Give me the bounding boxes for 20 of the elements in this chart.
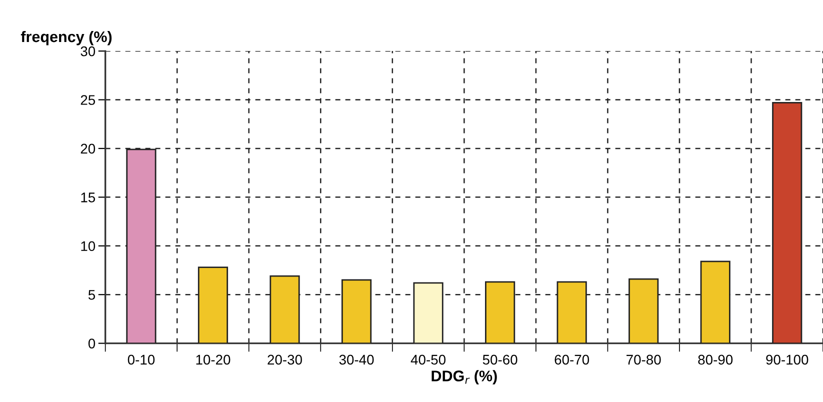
x-tick-label: 40-50	[410, 354, 446, 365]
y-tick-label: 5	[88, 290, 96, 300]
x-tick-label: 80-90	[698, 354, 733, 365]
y-tick-label: 10	[81, 241, 96, 252]
x-tick-label: 20-30	[268, 354, 302, 365]
y-tick-label: 30	[80, 46, 96, 56]
x-tick-label: 30-40	[339, 354, 374, 365]
y-tick-label: 25	[80, 95, 96, 105]
y-tick-label: 0	[88, 338, 96, 348]
y-tick-label: 15	[81, 192, 96, 202]
x-tick-label: 10-20	[196, 354, 230, 365]
bar	[413, 282, 444, 344]
x-tick-label: 50-60	[482, 354, 518, 365]
y-axis-title: freqency (%)	[20, 30, 112, 46]
x-tick-label: 90-100	[766, 354, 808, 365]
x-axis-title: DDG$_{r}$ (%)	[432, 370, 497, 384]
x-tick-label: 60-70	[554, 354, 590, 365]
x-tick-label: 0-10	[128, 354, 155, 365]
x-tick-label: 70-80	[626, 354, 661, 365]
y-tick-label: 20	[80, 144, 96, 154]
